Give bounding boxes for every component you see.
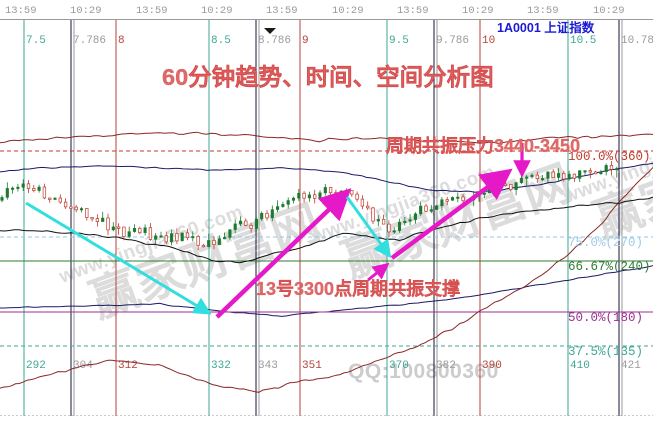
svg-text:410: 410 xyxy=(570,360,590,372)
svg-text:292: 292 xyxy=(26,360,46,372)
svg-text:8.5: 8.5 xyxy=(211,35,231,47)
svg-text:7.5: 7.5 xyxy=(26,35,46,47)
svg-text:10.5: 10.5 xyxy=(570,35,596,47)
svg-text:50.0%(180): 50.0%(180) xyxy=(568,311,643,325)
svg-text:60分钟趋势、时间、空间分析图: 60分钟趋势、时间、空间分析图 xyxy=(162,63,494,90)
svg-text:332: 332 xyxy=(211,360,231,372)
svg-text:9.5: 9.5 xyxy=(389,35,409,47)
svg-text:9: 9 xyxy=(302,35,309,47)
svg-text:10:29: 10:29 xyxy=(462,5,494,17)
svg-text:10:29: 10:29 xyxy=(593,5,625,17)
svg-text:9.786: 9.786 xyxy=(436,35,469,47)
svg-text:37.5%(135): 37.5%(135) xyxy=(568,345,643,359)
svg-text:10:29: 10:29 xyxy=(201,5,233,17)
svg-text:8.786: 8.786 xyxy=(258,35,291,47)
svg-text:13:59: 13:59 xyxy=(527,5,559,17)
svg-text:100.0%(360): 100.0%(360) xyxy=(568,150,651,164)
svg-text:75.0%(270): 75.0%(270) xyxy=(568,236,643,250)
svg-text:13:59: 13:59 xyxy=(397,5,429,17)
svg-text:382: 382 xyxy=(436,360,456,372)
svg-text:1A0001 上证指数: 1A0001 上证指数 xyxy=(497,20,595,35)
svg-text:343: 343 xyxy=(258,360,278,372)
svg-text:10:29: 10:29 xyxy=(332,5,364,17)
svg-text:10:29: 10:29 xyxy=(70,5,102,17)
svg-text:7.786: 7.786 xyxy=(73,35,106,47)
svg-text:13号3300点周期共振支撑: 13号3300点周期共振支撑 xyxy=(256,278,460,299)
svg-text:10: 10 xyxy=(482,35,495,47)
svg-text:周期共振压力3440-3450: 周期共振压力3440-3450 xyxy=(386,135,580,156)
svg-text:421: 421 xyxy=(621,360,641,372)
svg-text:8: 8 xyxy=(118,35,125,47)
svg-text:66.67%(240): 66.67%(240) xyxy=(568,260,651,274)
svg-text:351: 351 xyxy=(302,360,322,372)
svg-text:370: 370 xyxy=(389,360,409,372)
svg-text:13:59: 13:59 xyxy=(266,5,298,17)
svg-text:13:59: 13:59 xyxy=(5,5,37,17)
svg-text:390: 390 xyxy=(482,360,502,372)
svg-text:13:59: 13:59 xyxy=(136,5,168,17)
svg-text:10.78: 10.78 xyxy=(621,35,653,47)
